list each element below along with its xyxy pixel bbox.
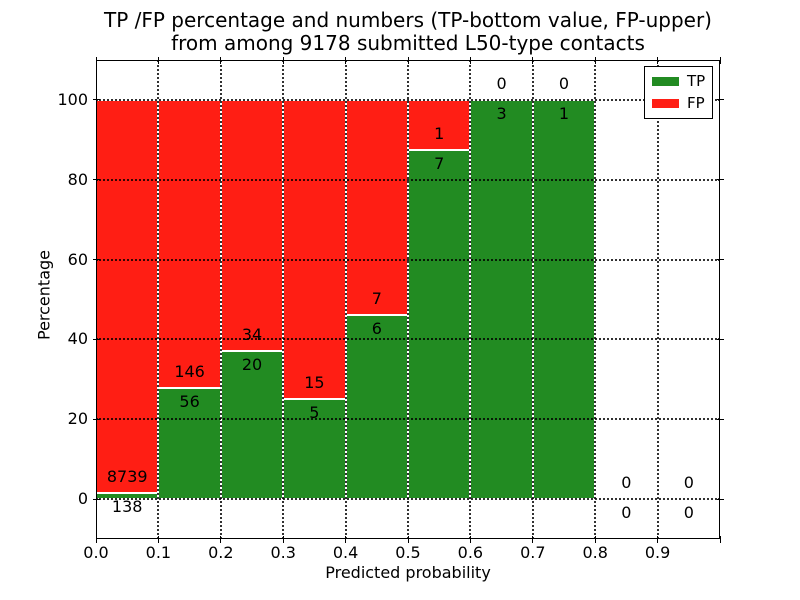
x-tick-label: 0.1 bbox=[145, 543, 172, 562]
fp-count-label: 15 bbox=[304, 373, 325, 393]
x-tick-label: 0.7 bbox=[520, 543, 546, 562]
x-tick-bottom bbox=[657, 535, 659, 543]
v-gridline bbox=[157, 60, 160, 539]
y-tick-right bbox=[716, 99, 724, 101]
y-tick-label: 60 bbox=[67, 249, 88, 269]
y-tick-left bbox=[92, 99, 100, 101]
y-tick-label: 0 bbox=[77, 489, 88, 509]
legend-label-tp: TP bbox=[687, 72, 706, 90]
x-tick-label: 0.5 bbox=[395, 543, 421, 562]
legend-label-fp: FP bbox=[687, 94, 705, 112]
tp-count-label: 138 bbox=[111, 496, 143, 516]
y-tick-right bbox=[716, 338, 724, 340]
v-gridline bbox=[531, 60, 534, 539]
y-tick-left bbox=[92, 418, 100, 420]
x-tick-label: 0.8 bbox=[582, 543, 608, 562]
x-tick-label: 0.4 bbox=[332, 543, 359, 562]
x-tick-bottom bbox=[532, 535, 534, 543]
fp-count-label: 0 bbox=[558, 73, 570, 93]
tp-color-swatch bbox=[652, 77, 679, 86]
tp-count-label: 0 bbox=[683, 503, 694, 523]
x-tick-top bbox=[282, 56, 284, 64]
fp-count-label: 34 bbox=[241, 325, 263, 345]
tp-count-label: 5 bbox=[309, 403, 320, 423]
v-gridline bbox=[594, 60, 597, 539]
y-tick-right bbox=[716, 259, 724, 261]
tp-count-label: 56 bbox=[179, 392, 200, 412]
tp-count-label: 6 bbox=[371, 318, 382, 338]
y-tick-left bbox=[92, 338, 100, 340]
fp-count-label: 0 bbox=[496, 73, 507, 93]
x-tick-bottom bbox=[95, 535, 97, 543]
v-gridline bbox=[469, 60, 472, 539]
fp-count-label: 7 bbox=[371, 288, 382, 308]
tp-bar-segment bbox=[408, 149, 471, 500]
fp-count-label: 8739 bbox=[106, 466, 148, 486]
y-tick-label: 40 bbox=[67, 329, 88, 349]
v-gridline bbox=[219, 60, 222, 539]
x-tick-label: 0.6 bbox=[457, 543, 484, 562]
x-tick-label: 0.2 bbox=[208, 543, 234, 562]
x-tick-bottom bbox=[594, 535, 596, 543]
x-tick-bottom bbox=[469, 535, 471, 543]
fp-bar-segment bbox=[220, 99, 284, 352]
legend: TP FP bbox=[644, 66, 713, 119]
x-axis-label: Predicted probability bbox=[325, 563, 491, 582]
fp-count-label: 0 bbox=[683, 473, 694, 493]
y-tick-label: 20 bbox=[67, 409, 88, 429]
x-tick-label: 0.3 bbox=[270, 543, 296, 562]
chart-title-line2: from among 9178 submitted L50-type conta… bbox=[171, 31, 645, 55]
tp-count-label: 1 bbox=[558, 103, 570, 123]
x-tick-top bbox=[220, 56, 222, 64]
x-tick-bottom bbox=[719, 535, 721, 543]
tp-count-label: 7 bbox=[434, 153, 445, 173]
y-tick-label: 80 bbox=[67, 169, 88, 189]
x-tick-bottom bbox=[345, 535, 347, 543]
y-tick-right bbox=[716, 179, 724, 181]
x-tick-top bbox=[95, 56, 97, 64]
fp-count-label: 0 bbox=[621, 473, 632, 493]
y-tick-right bbox=[716, 498, 724, 500]
fp-bar-segment bbox=[96, 99, 159, 493]
x-tick-top bbox=[345, 56, 347, 64]
x-tick-label: 0.0 bbox=[83, 543, 109, 562]
fp-count-label: 146 bbox=[174, 362, 205, 382]
legend-item-tp: TP bbox=[652, 72, 707, 91]
x-tick-top bbox=[594, 56, 596, 64]
v-gridline bbox=[344, 60, 347, 539]
x-tick-top bbox=[157, 56, 159, 64]
tp-bar-segment bbox=[345, 314, 408, 500]
y-tick-right bbox=[716, 418, 724, 420]
x-tick-bottom bbox=[282, 535, 284, 543]
y-tick-label: 100 bbox=[57, 89, 88, 109]
fp-count-label: 1 bbox=[434, 123, 445, 143]
tp-bar-segment bbox=[470, 99, 533, 500]
x-tick-top bbox=[407, 56, 409, 64]
v-gridline bbox=[656, 60, 659, 539]
legend-item-fp: FP bbox=[652, 94, 707, 113]
x-tick-label: 0.9 bbox=[644, 543, 671, 562]
x-tick-top bbox=[657, 56, 659, 64]
y-tick-left bbox=[92, 259, 100, 261]
tp-count-label: 3 bbox=[496, 103, 507, 123]
fp-bar-segment bbox=[283, 99, 346, 400]
x-tick-top bbox=[469, 56, 471, 64]
x-tick-bottom bbox=[220, 535, 222, 543]
fp-color-swatch bbox=[652, 99, 679, 108]
tp-count-label: 20 bbox=[241, 355, 263, 375]
tp-bar-segment bbox=[532, 99, 596, 500]
x-tick-top bbox=[532, 56, 534, 64]
v-gridline bbox=[282, 60, 285, 539]
tp-count-label: 0 bbox=[621, 503, 632, 523]
chart-title-line1: TP /FP percentage and numbers (TP-bottom… bbox=[104, 8, 712, 32]
chart-title: TP /FP percentage and numbers (TP-bottom… bbox=[96, 9, 720, 55]
v-gridline bbox=[407, 60, 409, 539]
x-tick-bottom bbox=[157, 535, 159, 543]
x-tick-top bbox=[719, 56, 721, 64]
x-tick-bottom bbox=[407, 535, 409, 543]
y-tick-left bbox=[92, 179, 100, 181]
